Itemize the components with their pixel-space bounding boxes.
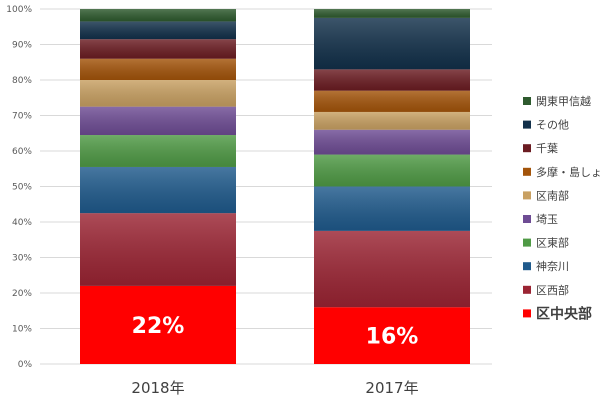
bars: 22% 16% [80,9,470,364]
bar-segment-shade [80,80,236,107]
y-tick-label: 80% [12,76,32,86]
legend-label: その他 [536,119,569,132]
legend-label: 区南部 [536,188,569,202]
legend-swatch [523,285,531,294]
y-axis: 0% 10% 20% 30% 40% 50% 60% 70% 80% 90% 100% [6,5,32,370]
legend-label: 関東甲信越 [536,94,591,108]
bar-segment-shade [314,17,470,70]
legend-label: 多摩・島しょ [536,165,602,179]
x-category-label: 2018年 [131,379,184,397]
legend-swatch [523,215,531,223]
bar-segment-shade [314,90,470,112]
bar-segment-shade [314,111,470,130]
y-tick-label: 100% [6,5,32,15]
legend-swatch [523,191,531,200]
legend-swatch [523,262,531,271]
y-tick-label: 0% [18,360,33,370]
legend-swatch [523,309,531,318]
x-axis: 2018年 2017年 [131,379,418,397]
y-tick-label: 90% [12,41,32,51]
legend-label: 千葉 [536,141,558,155]
x-category-label: 2017年 [365,379,418,397]
bar-segment-shade [80,39,236,59]
y-tick-label: 40% [12,218,32,228]
y-tick-label: 50% [12,183,32,193]
bar-segment [80,285,236,364]
legend-swatch [523,97,531,105]
legend-swatch [523,167,531,176]
bar-segment-shade [80,135,236,167]
legend-swatch [523,144,531,153]
bar-segment-shade [314,230,470,308]
legend-label: 区西部 [536,283,569,297]
bar-segment-shade [314,129,470,155]
legend-label: 区東部 [536,236,569,250]
bar-segment-shade [314,186,470,231]
bar-segment [314,307,470,364]
legend-label: 区中央部 [536,305,592,322]
y-tick-label: 10% [12,325,32,335]
legend-label: 神奈川 [536,259,569,273]
bar-segment-shade [80,58,236,80]
y-tick-label: 60% [12,147,32,157]
bar-segment-shade [314,154,470,187]
legend-swatch [523,238,531,247]
y-tick-label: 70% [12,112,32,122]
bar-segment-shade [80,166,236,214]
legend-label: 埼玉 [536,212,558,226]
bar-segment-shade [80,106,236,136]
data-label: 16% [366,325,419,350]
data-label: 22% [132,314,185,339]
bar-segment-shade [80,213,236,286]
bar-segment-shade [80,21,236,40]
bar-segment-shade [314,69,470,91]
y-tick-label: 20% [12,289,32,299]
legend-swatch [523,120,531,129]
bar-segment-shade [80,9,236,22]
y-tick-label: 30% [12,254,32,264]
bar-segment-shade [314,9,470,18]
